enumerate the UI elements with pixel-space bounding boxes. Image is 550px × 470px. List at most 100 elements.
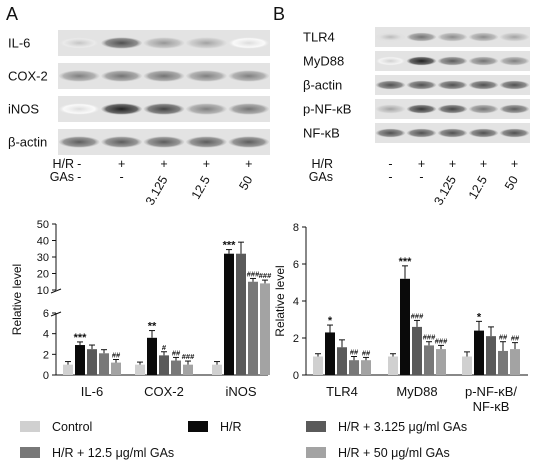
panel-a-condition-sign: + xyxy=(245,157,252,171)
panel-a-significance-label: # xyxy=(162,343,167,352)
panel-b-y-tick-label: 6 xyxy=(293,259,299,271)
panel-b-condition-sign: + xyxy=(418,157,425,171)
panel-a-significance-label: ### xyxy=(247,269,260,278)
panel-b-bar xyxy=(424,345,434,375)
panel-a-y-tick-label: 30 xyxy=(37,252,49,264)
panel-a-bar xyxy=(147,337,157,375)
panel-b-blot-band xyxy=(499,32,530,42)
panel-a-bar xyxy=(75,345,85,375)
panel-a-blot-band xyxy=(186,136,227,148)
panel-b-condition-sign: + xyxy=(480,157,487,171)
panel-a-bar xyxy=(224,253,234,375)
panel-b-bar xyxy=(388,356,398,375)
panel-b-condition-label: H/R xyxy=(311,157,333,171)
legend-label: H/R + 12.5 μg/ml GAs xyxy=(52,446,174,460)
panel-b-blot-band xyxy=(437,56,468,66)
panel-b-blot-label: TLR4 xyxy=(303,30,335,45)
panel-b-bar xyxy=(462,356,472,375)
panel-b-y-tick-label: 8 xyxy=(293,222,299,234)
panel-b-blot-label: MyD88 xyxy=(303,54,344,69)
panel-a-significance-label: ### xyxy=(259,271,272,280)
panel-b-blot-band xyxy=(499,104,530,114)
panel-b-blot-band xyxy=(437,104,468,114)
panel-b-blot-band xyxy=(468,56,499,66)
panel-a-blot-band xyxy=(101,70,142,82)
panel-a-significance-label: *** xyxy=(74,332,88,344)
panel-a-y-tick-label: 20 xyxy=(37,269,49,281)
panel-b-significance-label: ## xyxy=(511,334,520,343)
panel-b-bar xyxy=(337,347,347,375)
panel-b-bar xyxy=(486,336,496,375)
panel-a-blot-band xyxy=(101,103,142,115)
panel-a-blot-label: COX-2 xyxy=(8,69,48,84)
panel-a-bar xyxy=(171,360,181,375)
panel-a-blot-band xyxy=(186,103,227,115)
panel-b-significance-label: * xyxy=(328,315,333,327)
panel-a-category-label: IL-6 xyxy=(81,384,103,399)
panel-b-blot-label: β-actin xyxy=(303,78,342,93)
panel-a-significance-label: ## xyxy=(172,348,181,357)
panel-b-blot-band xyxy=(375,128,406,138)
panel-b-category-label: MyD88 xyxy=(396,384,437,399)
panel-a-axis-break-mark xyxy=(50,288,62,294)
panel-a-y-tick-label: 6 xyxy=(43,308,49,320)
panel-a-y-tick-label: 50 xyxy=(37,219,49,231)
legend-swatch xyxy=(20,447,40,458)
panel-b-significance-label: ### xyxy=(435,336,448,345)
panel-a-blot-band xyxy=(143,70,185,82)
panel-a-significance-label: ** xyxy=(148,321,157,333)
panel-b-blot-band xyxy=(406,104,437,114)
panel-a-bar xyxy=(87,349,97,375)
panel-b-condition-dose: 12.5 xyxy=(466,173,490,201)
panel-b-significance-label: ## xyxy=(362,348,371,357)
panel-b-bar xyxy=(436,349,446,375)
panel-a-y-tick-label: 0 xyxy=(43,370,49,382)
panel-b-significance-label: ## xyxy=(499,333,508,342)
panel-b-blot-band xyxy=(375,32,406,42)
panel-b-y-axis-title: Relative level xyxy=(273,265,287,336)
panel-a-bar xyxy=(260,283,270,375)
panel-b-category-label: p-NF-κB/NF-κB xyxy=(465,384,517,414)
panel-a-condition-sign: + xyxy=(203,157,210,171)
panel-b-y-tick-label: 4 xyxy=(293,296,299,308)
panel-a-blot-band xyxy=(143,37,185,49)
panel-b-condition-sign: - xyxy=(388,170,392,184)
panel-a-condition-sign: + xyxy=(160,157,167,171)
panel-a-y-tick-label: 10 xyxy=(37,285,49,297)
panel-b-significance-label: ### xyxy=(411,311,424,320)
panel-a-bar xyxy=(99,353,109,375)
panel-b-blot-label: NF-κB xyxy=(303,126,340,141)
panel-a-blot-band xyxy=(228,70,270,82)
legend-swatch xyxy=(306,421,326,432)
panel-b-category-label-line: TLR4 xyxy=(326,384,358,399)
panel-b-y-tick-label: 2 xyxy=(293,333,299,345)
panel-b-significance-label: ### xyxy=(423,333,436,342)
panel-a-bar xyxy=(111,362,121,375)
panel-b-blot-band xyxy=(406,80,437,90)
panel-a-condition-dose: 3.125 xyxy=(143,173,171,207)
panel-a-significance-label: *** xyxy=(223,240,237,252)
panel-b-bar xyxy=(400,278,410,375)
panel-b-blot-band xyxy=(375,56,406,66)
panel-a-y-tick-label: 4 xyxy=(43,329,49,341)
panel-a-condition-dose: 12.5 xyxy=(189,173,213,201)
panel-a-significance-label: ### xyxy=(182,352,195,361)
panel-letter: B xyxy=(273,4,285,24)
panel-a-axis-break-mark xyxy=(50,311,62,317)
legend-swatch xyxy=(306,447,326,458)
panel-a-bar xyxy=(135,364,145,375)
panel-b-condition-dose: 50 xyxy=(502,173,521,192)
panel-a-bar xyxy=(183,364,193,375)
panel-b-blot-band xyxy=(468,128,499,138)
panel-b-bar xyxy=(349,360,359,375)
panel-b-condition-sign: - xyxy=(388,157,392,171)
panel-b-blot-band xyxy=(406,56,437,66)
panel-b-blot-band xyxy=(437,32,468,42)
panel-a-condition-sign: + xyxy=(118,157,125,171)
panel-b-category-label-line: NF-κB xyxy=(473,399,510,414)
panel-b-bar xyxy=(474,330,484,375)
panel-a-condition-sign: - xyxy=(120,170,124,184)
panel-b-bar xyxy=(412,326,422,375)
panel-a-condition-dose: 50 xyxy=(236,173,255,192)
